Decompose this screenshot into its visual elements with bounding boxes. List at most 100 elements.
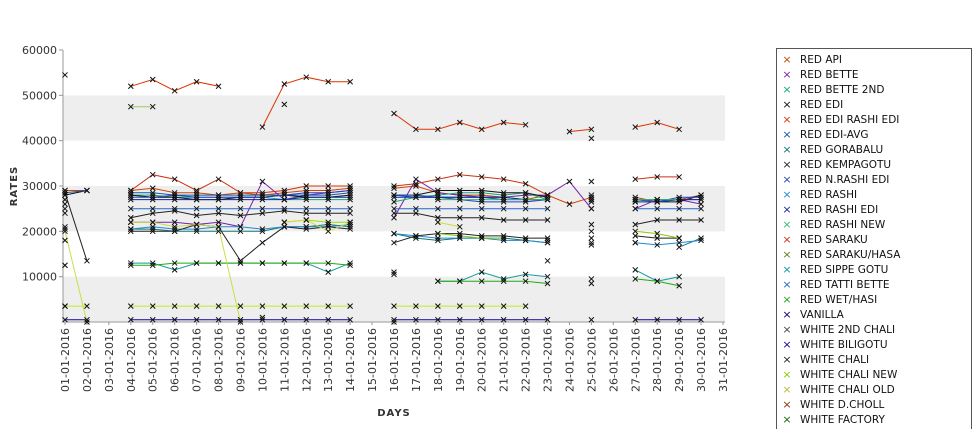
data-point (588, 228, 595, 235)
legend-marker: × (782, 188, 792, 201)
legend-item: × WHITE BILIGOTU (777, 337, 971, 352)
data-point (325, 221, 332, 228)
data-point (325, 210, 332, 217)
data-point (193, 187, 200, 194)
data-point (676, 126, 682, 133)
legend-marker: × (782, 398, 792, 411)
data-point (456, 189, 463, 196)
data-point (62, 226, 68, 232)
data-point (237, 319, 244, 325)
legend-label: WHITE FACTORY (800, 413, 885, 426)
legend-item: × RED BETTE 2ND (777, 82, 971, 97)
data-point (171, 205, 178, 212)
legend-label: RED BETTE 2ND (800, 83, 885, 96)
data-point (127, 103, 134, 110)
data-point (478, 269, 485, 275)
legend-label: RED API (800, 53, 842, 66)
data-point (456, 171, 463, 178)
data-point (347, 303, 353, 309)
data-point (456, 196, 463, 203)
data-point (478, 194, 485, 201)
data-point (62, 205, 68, 212)
data-point (435, 192, 441, 198)
data-point (347, 189, 353, 196)
x-tick-label: 12-01-2016 (300, 328, 313, 392)
series-line (635, 239, 702, 246)
x-tick-label: 15-01-2016 (366, 328, 379, 392)
data-point (698, 194, 704, 201)
series-line (64, 192, 88, 261)
data-point (62, 262, 68, 269)
legend-label: RED EDI RASHI EDI (800, 113, 900, 126)
data-point (500, 194, 507, 201)
legend-marker: × (782, 68, 792, 81)
legend-marker: × (782, 383, 792, 396)
data-point (522, 316, 529, 323)
data-point (435, 189, 441, 196)
data-point (84, 303, 90, 309)
legend-marker: × (782, 53, 792, 66)
data-point (391, 192, 397, 198)
data-point (566, 178, 573, 185)
data-point (676, 239, 682, 246)
data-point (193, 228, 200, 235)
data-point (632, 267, 639, 273)
data-point (325, 189, 332, 196)
legend-marker: × (782, 98, 792, 111)
data-point (478, 174, 485, 180)
data-point (347, 187, 353, 194)
data-point (149, 76, 156, 83)
data-point (632, 228, 639, 235)
data-point (149, 171, 156, 178)
legend-label: RED WET/HASI (800, 293, 878, 306)
data-point (62, 316, 68, 323)
data-point (413, 235, 419, 241)
data-point (544, 205, 551, 212)
data-point (391, 271, 397, 278)
data-point (676, 235, 682, 241)
data-point (676, 196, 682, 203)
data-point (676, 205, 682, 212)
data-point (303, 187, 310, 194)
data-point (171, 226, 178, 232)
data-point (62, 187, 68, 194)
data-point (456, 119, 463, 126)
data-point (215, 219, 222, 226)
data-point (413, 316, 419, 323)
data-point (522, 205, 529, 212)
data-point (478, 278, 485, 285)
y-axis: 10000 20000 30000 40000 50000 60000 (22, 44, 64, 322)
data-point (500, 192, 507, 198)
data-point (325, 219, 332, 226)
data-point (237, 189, 244, 196)
legend-item: × RED API (777, 52, 971, 67)
data-point (500, 316, 507, 323)
data-point (391, 230, 397, 237)
data-point (588, 316, 595, 323)
y-tick-label: 30000 (22, 180, 57, 193)
data-point (281, 223, 288, 230)
legend-marker: × (782, 218, 792, 231)
legend-marker: × (782, 173, 792, 186)
data-point (215, 303, 222, 309)
grid-bands (63, 50, 725, 322)
data-point (391, 210, 397, 217)
data-point (588, 126, 595, 133)
data-point (259, 228, 266, 235)
data-point (456, 187, 463, 194)
data-point (544, 196, 551, 203)
data-point (303, 316, 310, 323)
y-tick-label: 40000 (22, 135, 57, 148)
data-point (676, 174, 682, 180)
data-point (237, 192, 244, 198)
legend-item: × RED KEMPAGOTU (777, 157, 971, 172)
legend-marker: × (782, 233, 792, 246)
legend-item: × RED GORABALU (777, 142, 971, 157)
data-point (347, 78, 353, 85)
data-point (456, 230, 463, 237)
series-line (393, 185, 592, 205)
data-point (435, 194, 441, 201)
legend-label: WHITE 2ND CHALI (800, 323, 896, 336)
legend-item: × RED BETTE (777, 67, 971, 82)
data-point (281, 192, 288, 198)
